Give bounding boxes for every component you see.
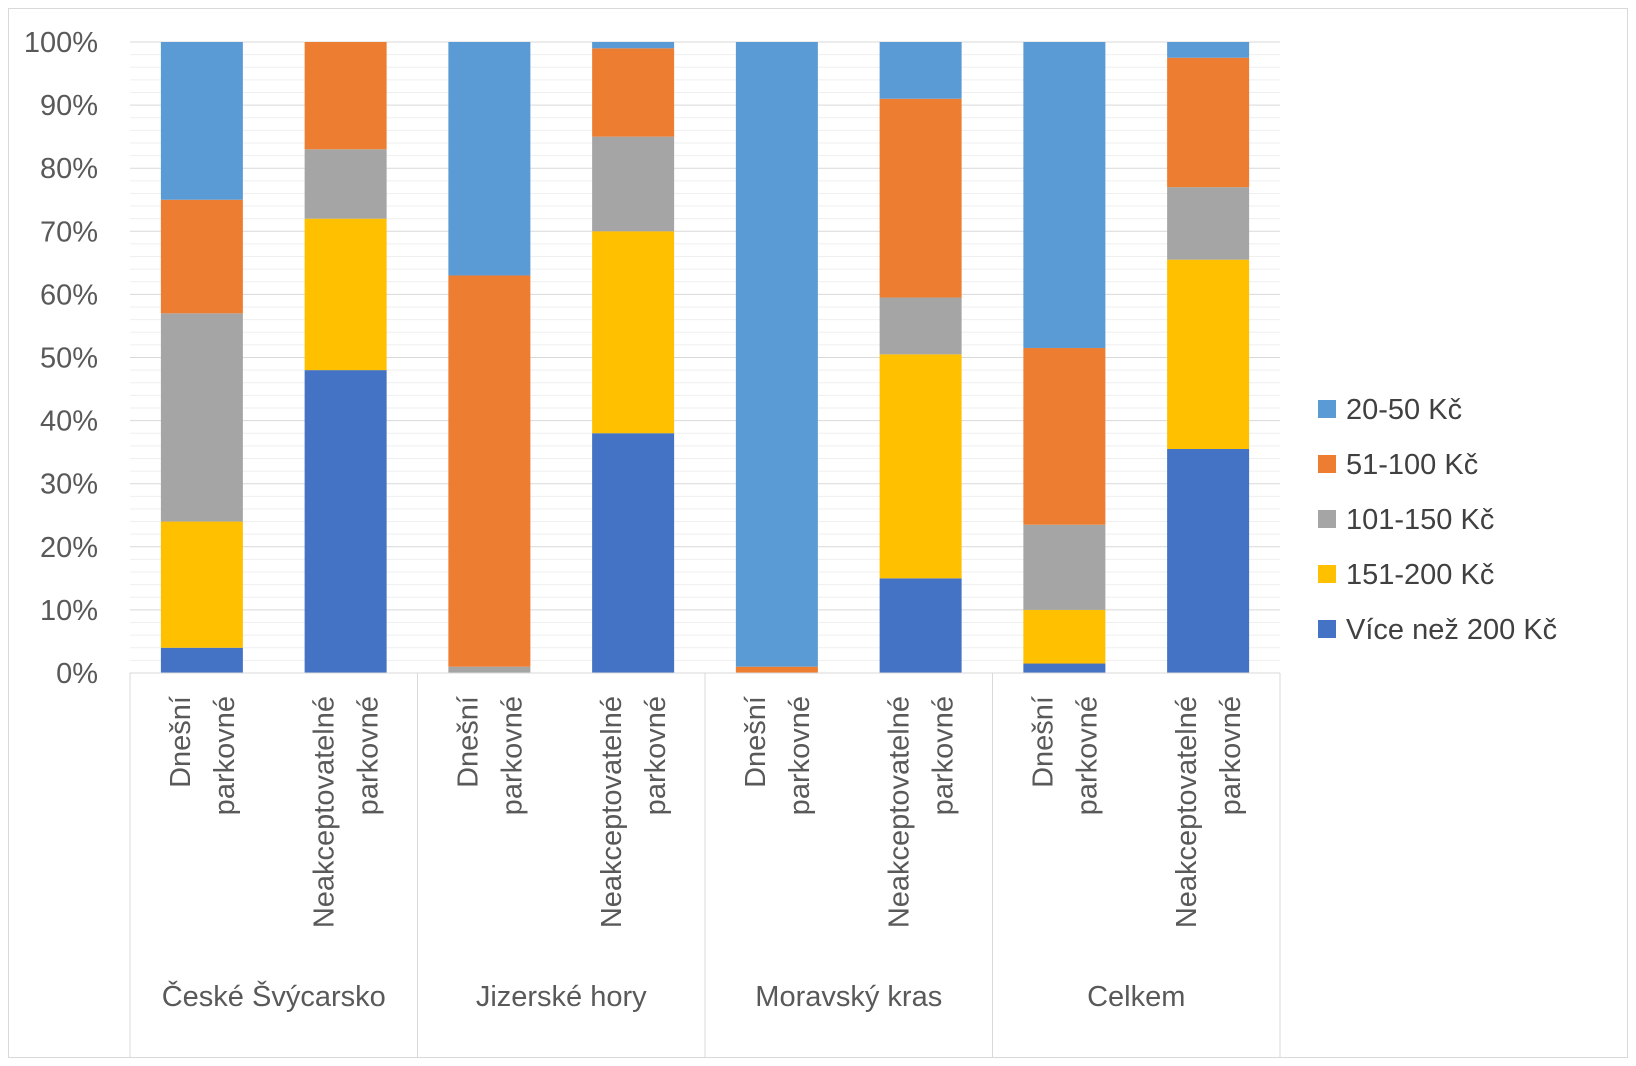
bar-segment-51-100-kc (304, 42, 387, 150)
y-tick-label: 50% (40, 343, 98, 375)
bar-segment-20-50-kc (448, 42, 531, 276)
bar-segment-20-50-kc (160, 42, 243, 200)
bar-segment-101-150-kc (879, 297, 962, 355)
bar-segment-101-150-kc (1023, 524, 1106, 610)
bar-segment-51-100-kc (592, 48, 675, 137)
bar-segment-101-150-kc (160, 313, 243, 522)
bar-segment-vice-nez-200-kc (1167, 448, 1250, 673)
bar-segment-vice-nez-200-kc (304, 370, 387, 673)
y-tick-label: 0% (56, 658, 98, 690)
x-category-label: Neakceptovatelné parkovné (596, 696, 672, 928)
x-group-label: Jizerské hory (476, 981, 647, 1013)
bar-segment-51-100-kc (735, 666, 818, 673)
y-tick-label: 40% (40, 406, 98, 438)
bar-segment-vice-nez-200-kc (879, 578, 962, 673)
legend-swatch-vice-nez-200-kc (1318, 620, 1336, 638)
bar-segment-vice-nez-200-kc (1023, 663, 1106, 673)
legend-label: Více než 200 Kč (1346, 614, 1557, 646)
bar-segment-51-100-kc (1023, 348, 1106, 525)
bar-segment-151-200-kc (592, 231, 675, 434)
bar-segment-151-200-kc (1023, 609, 1106, 664)
bar-segment-151-200-kc (160, 521, 243, 648)
legend-label: 20-50 Kč (1346, 394, 1462, 426)
bar-segment-20-50-kc (592, 42, 675, 49)
y-tick-label: 10% (40, 595, 98, 627)
bar-segment-51-100-kc (1167, 57, 1250, 188)
bar-segment-101-150-kc (448, 666, 531, 673)
bar-segment-101-150-kc (592, 136, 675, 232)
bar-segment-101-150-kc (304, 149, 387, 219)
x-category-label: Neakceptovatelné parkovné (1171, 696, 1247, 928)
x-category-label: Dnešní parkovné (452, 696, 528, 815)
y-tick-label: 20% (40, 532, 98, 564)
bar-segment-51-100-kc (448, 275, 531, 667)
y-tick-label: 100% (24, 27, 98, 59)
x-category-label: Neakceptovatelné parkovné (309, 696, 385, 928)
y-tick-label: 80% (40, 153, 98, 185)
y-tick-label: 60% (40, 279, 98, 311)
bar-segment-151-200-kc (304, 218, 387, 371)
bar-segment-vice-nez-200-kc (592, 433, 675, 673)
x-group-label: Celkem (1087, 981, 1185, 1013)
legend-swatch-151-200-kc (1318, 565, 1336, 583)
x-category-label: Dnešní parkovné (1027, 696, 1103, 815)
x-category-label: Dnešní parkovné (165, 696, 241, 815)
legend-label: 151-200 Kč (1346, 559, 1494, 591)
bar-segment-101-150-kc (1167, 187, 1250, 260)
legend-swatch-51-100-kc (1318, 455, 1336, 473)
y-tick-label: 90% (40, 90, 98, 122)
legend-label: 51-100 Kč (1346, 449, 1478, 481)
x-group-label: Moravský kras (755, 981, 942, 1013)
legend-swatch-101-150-kc (1318, 510, 1336, 528)
x-category-label: Neakceptovatelné parkovné (884, 696, 960, 928)
y-tick-label: 30% (40, 469, 98, 501)
bar-segment-51-100-kc (160, 199, 243, 314)
x-category-label: Dnešní parkovné (740, 696, 816, 815)
bar-segment-151-200-kc (879, 354, 962, 579)
legend-swatch-20-50-kc (1318, 400, 1336, 418)
x-group-label: České Švýcarsko (162, 979, 386, 1013)
chart-frame (8, 8, 1628, 1058)
bar-segment-vice-nez-200-kc (160, 647, 243, 673)
bar-segment-51-100-kc (879, 98, 962, 298)
bar-segment-151-200-kc (1167, 259, 1250, 449)
bar-segment-20-50-kc (879, 42, 962, 99)
y-tick-label: 70% (40, 216, 98, 248)
bar-segment-20-50-kc (1167, 42, 1250, 58)
bar-segment-20-50-kc (1023, 42, 1106, 349)
bar-segment-20-50-kc (735, 42, 818, 667)
legend-label: 101-150 Kč (1346, 504, 1494, 536)
